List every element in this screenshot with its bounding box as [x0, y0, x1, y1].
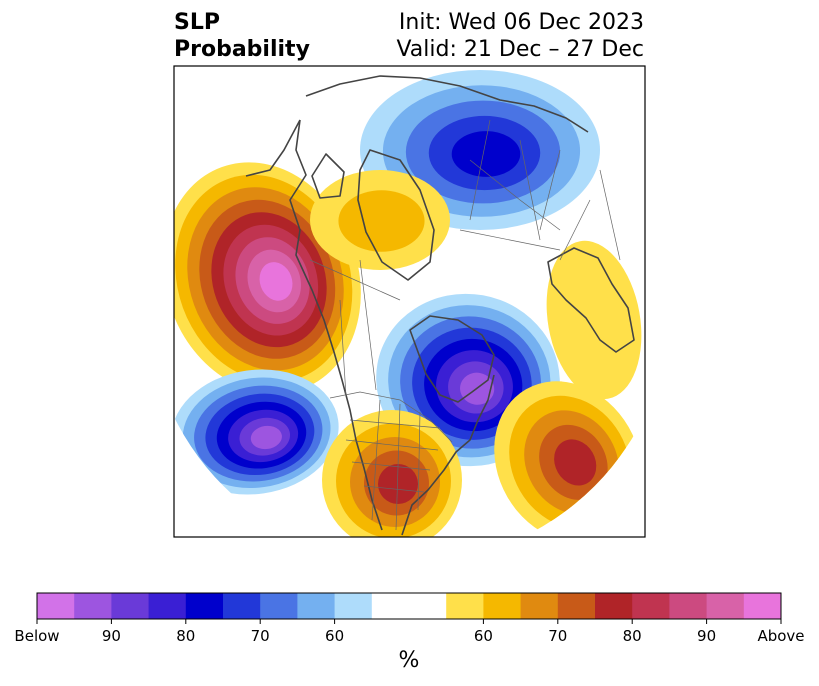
colorbar-segment — [595, 593, 633, 619]
canada-provinces — [309, 259, 401, 397]
contour-band — [250, 425, 282, 450]
map-title: SLP Probability — [174, 9, 310, 63]
map-frame — [173, 65, 646, 538]
anomaly-north-pacific-high — [174, 162, 361, 394]
colorbar-tick-label: 60 — [473, 627, 493, 645]
colorbar-segment — [185, 593, 224, 619]
anomaly-arctic-high — [310, 170, 450, 270]
colorbar-segment — [520, 593, 559, 619]
contour-band — [378, 464, 418, 504]
alaska-coast — [245, 119, 301, 177]
arctic-islands — [311, 153, 345, 199]
title-line-2: Probability — [174, 37, 310, 62]
anomaly-europe-high — [546, 240, 642, 400]
contour-band — [259, 262, 293, 301]
colorbar-segment — [37, 593, 75, 619]
colorbar-segment — [743, 593, 782, 619]
title-line-1: SLP — [174, 10, 220, 35]
colorbar-tick-label: 80 — [622, 627, 642, 645]
init-date: Init: Wed 06 Dec 2023 — [398, 10, 644, 35]
us-canada-border — [329, 391, 453, 443]
contour-band — [338, 190, 425, 252]
greenland — [357, 149, 435, 281]
colorbar-segment — [632, 593, 670, 619]
colorbar-tick-label: 90 — [697, 627, 717, 645]
colorbar-segment — [74, 593, 112, 619]
colorbar-tick-label: 80 — [176, 627, 196, 645]
colorbar-segment — [223, 593, 261, 619]
contour-band — [546, 240, 642, 400]
hudson-bay — [409, 315, 495, 403]
colorbar-segment — [706, 593, 745, 619]
political-borders — [309, 119, 621, 531]
colorbar-tick-label: 90 — [101, 627, 121, 645]
colorbar-segment — [371, 593, 410, 619]
map-frame-content — [174, 66, 645, 537]
colorbar-segment — [148, 593, 187, 619]
colorbar — [36, 592, 782, 624]
colorbar-tick-label: 70 — [250, 627, 270, 645]
colorbar-segment — [260, 593, 298, 619]
eurasia-borders — [459, 119, 621, 261]
colorbar-segment — [446, 593, 484, 619]
colorbar-tick-label: Below — [14, 627, 60, 645]
valid-range: Valid: 21 Dec – 27 Dec — [396, 37, 644, 62]
colorbar-segment — [297, 593, 336, 619]
north-america-west-coast — [289, 119, 383, 531]
colorbar-segment — [334, 593, 373, 619]
coastlines — [245, 75, 635, 536]
siberia-coast — [305, 75, 589, 133]
europe-coast — [547, 247, 635, 353]
colorbar-segment — [409, 593, 447, 619]
colorbar-segment — [669, 593, 708, 619]
colorbar-border — [36, 592, 782, 620]
colorbar-tick-label: 70 — [548, 627, 568, 645]
colorbar-segment — [557, 593, 596, 619]
colorbar-tick-label: Above — [757, 627, 805, 645]
colorbar-segment — [111, 593, 150, 619]
us-states — [345, 399, 441, 531]
colorbar-unit: % — [398, 648, 420, 673]
contour-band — [451, 131, 521, 177]
north-america-east-coast — [401, 374, 495, 536]
anomaly-eastern-pacific-low — [174, 369, 339, 495]
contour-band — [554, 439, 597, 486]
colorbar-tick-label: 60 — [325, 627, 345, 645]
map-subtitle: Init: Wed 06 Dec 2023 Valid: 21 Dec – 27… — [396, 9, 644, 63]
colorbar-segment — [483, 593, 522, 619]
